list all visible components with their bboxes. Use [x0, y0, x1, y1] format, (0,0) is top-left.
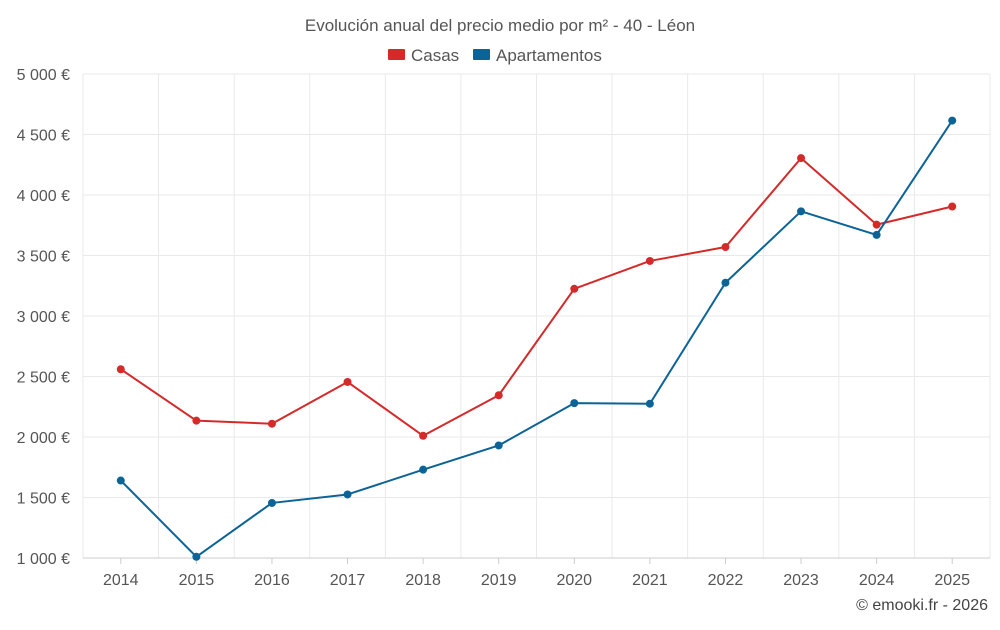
x-tick-label: 2023: [783, 572, 819, 589]
y-tick-label: 1 000 €: [17, 551, 70, 568]
series: [116, 116, 957, 561]
y-tick-label: 5 000 €: [17, 67, 70, 84]
x-axis: 2014 2015 2016 2017 2018 2019 2020 2021 2022 2023…: [83, 557, 990, 589]
data-point-apartamentos: [872, 230, 881, 239]
data-point-apartamentos: [267, 498, 276, 507]
data-point-apartamentos: [494, 441, 503, 450]
data-point-apartamentos: [419, 465, 428, 474]
data-point-casas: [797, 154, 806, 163]
data-point-apartamentos: [116, 476, 125, 485]
x-tick-label: 2025: [934, 572, 970, 589]
y-tick-label: 4 500 €: [17, 128, 70, 145]
x-tick-label: 2021: [632, 572, 668, 589]
data-point-casas: [116, 365, 125, 374]
x-tick-label: 2017: [330, 572, 366, 589]
grid: [82, 73, 991, 558]
data-point-casas: [645, 256, 654, 265]
x-tick-label: 2014: [103, 572, 139, 589]
data-point-casas: [343, 377, 352, 386]
legend[interactable]: Casas Apartamentos: [388, 46, 602, 65]
x-tick-label: 2016: [254, 572, 290, 589]
data-point-casas: [494, 391, 503, 400]
x-tick-label: 2015: [179, 572, 215, 589]
series-casas: [116, 154, 957, 440]
data-point-apartamentos: [721, 278, 730, 287]
data-point-apartamentos: [192, 552, 201, 561]
y-tick-label: 2 500 €: [17, 370, 70, 387]
credit-text: © emooki.fr - 2026: [856, 597, 988, 614]
data-point-apartamentos: [343, 490, 352, 499]
data-point-apartamentos: [570, 399, 579, 408]
data-point-apartamentos: [797, 207, 806, 216]
data-point-casas: [570, 284, 579, 293]
x-tick-label: 2020: [556, 572, 592, 589]
data-point-casas: [872, 220, 881, 229]
data-point-casas: [948, 202, 957, 211]
y-axis: 1 000 € 1 500 € 2 000 € 2 500 € 3 000 € 3 500…: [17, 67, 70, 568]
y-tick-label: 4 000 €: [17, 188, 70, 205]
series-apartamentos: [116, 116, 957, 561]
series-line-casas: [120, 157, 953, 437]
legend-label-apartamentos[interactable]: Apartamentos: [496, 46, 602, 65]
y-tick-label: 1 500 €: [17, 491, 70, 508]
series-line-apartamentos: [120, 120, 954, 558]
y-tick-label: 2 000 €: [17, 430, 70, 447]
legend-swatch-casas[interactable]: [388, 49, 405, 60]
x-tick-label: 2019: [481, 572, 517, 589]
y-tick-label: 3 500 €: [17, 249, 70, 266]
chart-title: Evolución anual del precio medio por m² …: [305, 16, 695, 35]
data-point-apartamentos: [948, 116, 957, 125]
data-point-apartamentos: [645, 399, 654, 408]
x-tick-label: 2018: [405, 572, 441, 589]
data-point-casas: [419, 431, 428, 440]
y-tick-label: 3 000 €: [17, 309, 70, 326]
legend-label-casas[interactable]: Casas: [411, 46, 459, 65]
x-tick-label: 2022: [708, 572, 744, 589]
data-point-casas: [192, 416, 201, 425]
data-point-casas: [267, 419, 276, 428]
data-point-casas: [721, 243, 730, 252]
x-tick-label: 2024: [859, 572, 895, 589]
legend-swatch-apartamentos[interactable]: [473, 49, 490, 60]
